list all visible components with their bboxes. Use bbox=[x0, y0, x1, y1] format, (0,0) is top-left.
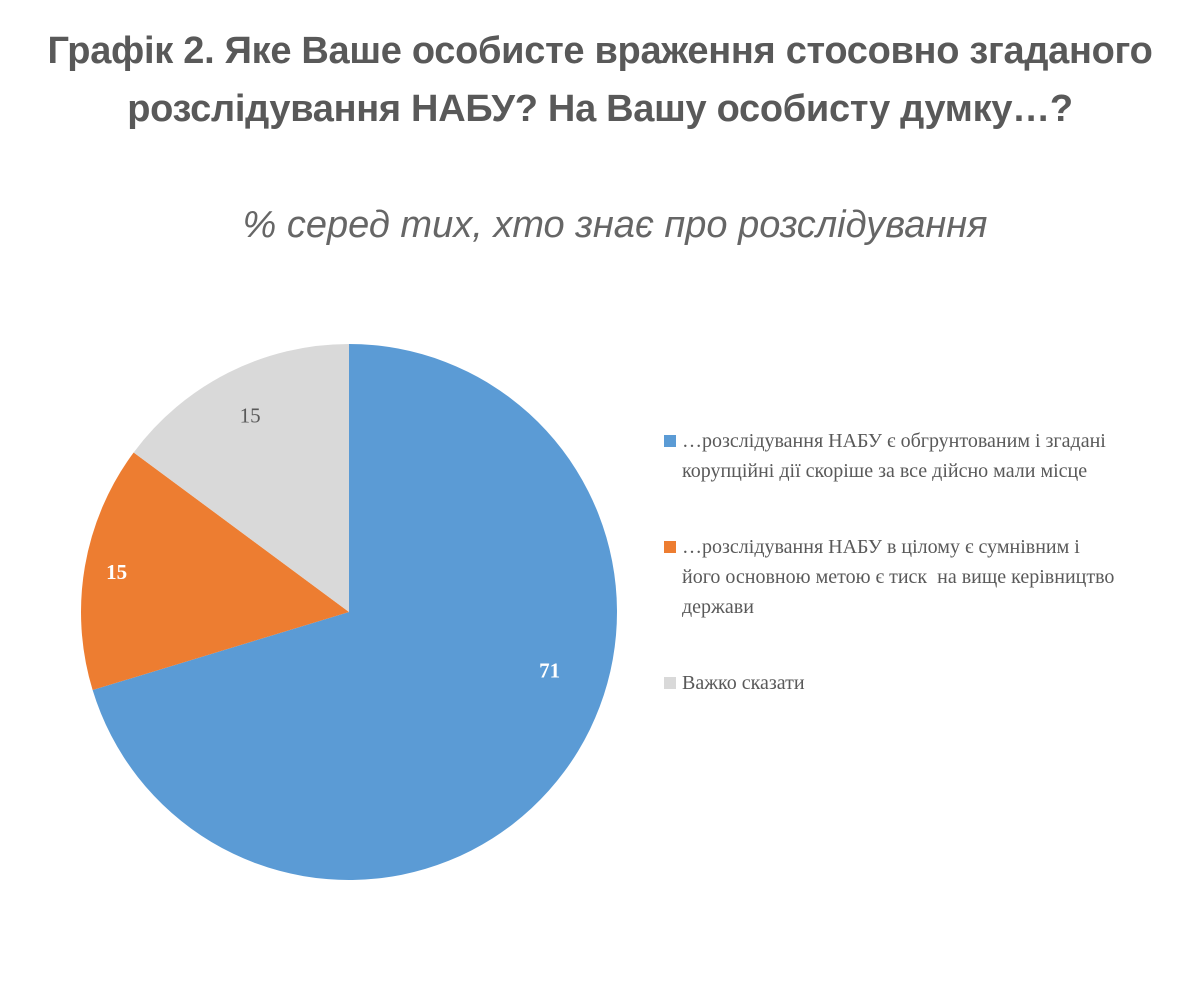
legend-item-hard-to-say: Важко сказати bbox=[662, 668, 1122, 698]
legend-swatch-blue bbox=[664, 435, 676, 447]
legend-label: …розслідування НАБУ в цілому є сумнівним… bbox=[682, 536, 1120, 618]
pie-slice-justified bbox=[92, 344, 618, 881]
legend-item-justified: …розслідування НАБУ є обгрунтованим і зг… bbox=[662, 426, 1122, 486]
pie-slice-doubtful bbox=[80, 452, 349, 691]
legend-swatch-gray bbox=[664, 677, 676, 689]
data-label: 15 bbox=[240, 404, 261, 428]
data-label: 15 bbox=[106, 560, 127, 584]
chart-subtitle: % серед тих, хто знає про розслідування bbox=[242, 204, 988, 246]
legend-label: …розслідування НАБУ є обгрунтованим і зг… bbox=[682, 430, 1111, 482]
legend-item-doubtful: …розслідування НАБУ в цілому є сумнівним… bbox=[662, 532, 1122, 622]
chart-legend: …розслідування НАБУ є обгрунтованим і зг… bbox=[662, 426, 1122, 698]
pie-slice-hard-to-say bbox=[133, 344, 349, 612]
legend-label: Важко сказати bbox=[682, 672, 805, 694]
chart-title: Графік 2. Яке Ваше особисте враження сто… bbox=[47, 30, 1153, 130]
data-label: 71 bbox=[539, 659, 560, 683]
pie-slices bbox=[80, 344, 618, 881]
legend-swatch-orange bbox=[664, 541, 676, 553]
pie-data-labels: 71 15 15 bbox=[106, 404, 560, 683]
